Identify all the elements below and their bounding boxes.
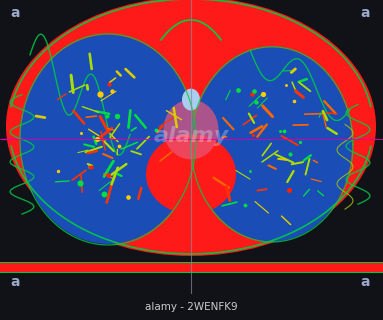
- Ellipse shape: [6, 0, 376, 256]
- Ellipse shape: [192, 47, 352, 242]
- Text: a: a: [360, 6, 370, 20]
- Text: alamy: alamy: [153, 126, 229, 147]
- Text: a: a: [10, 275, 20, 289]
- Ellipse shape: [164, 100, 218, 159]
- Ellipse shape: [146, 134, 236, 214]
- Ellipse shape: [21, 35, 195, 244]
- Text: alamy - 2WENFK9: alamy - 2WENFK9: [145, 302, 238, 312]
- Text: a: a: [360, 275, 370, 289]
- Text: a: a: [10, 6, 20, 20]
- Bar: [0, 262, 383, 272]
- Ellipse shape: [182, 89, 200, 110]
